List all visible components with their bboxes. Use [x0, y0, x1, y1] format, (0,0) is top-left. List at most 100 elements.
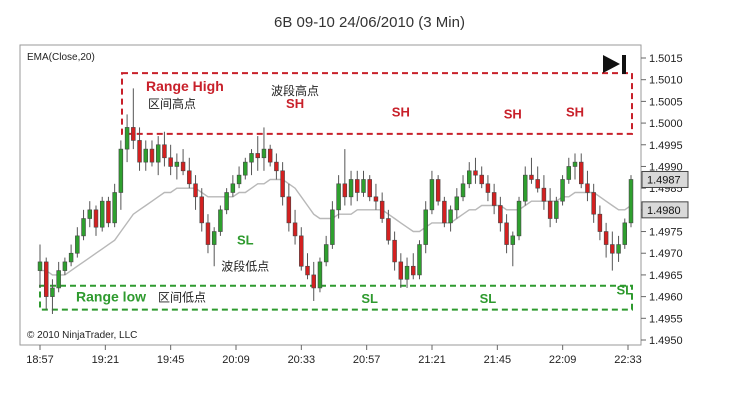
ema-line — [40, 178, 632, 276]
swing-high-label: SH — [504, 107, 522, 122]
y-tick-label: 1.5000 — [649, 118, 683, 130]
candle — [68, 244, 74, 267]
candle — [523, 166, 528, 206]
candle — [168, 144, 173, 176]
candle — [118, 140, 124, 210]
candle-body — [280, 170, 285, 198]
candle — [572, 153, 578, 180]
candle-body — [622, 222, 628, 245]
candle-body — [554, 200, 559, 219]
swing-low-label: SL — [480, 291, 497, 306]
range-high-label: Range High — [146, 78, 224, 94]
candle — [236, 166, 242, 189]
candle-body — [168, 157, 173, 167]
candle — [143, 140, 148, 171]
candle — [516, 196, 522, 241]
price-marker-box — [641, 201, 689, 219]
candle-body — [498, 205, 503, 224]
candle — [336, 175, 341, 219]
x-tick-label: 22:33 — [614, 354, 642, 366]
candle — [392, 231, 397, 271]
candle — [280, 162, 285, 206]
candle — [498, 196, 503, 232]
candle-body — [87, 209, 92, 219]
candle — [56, 261, 61, 293]
y-tick-label: 1.4965 — [649, 270, 683, 282]
x-tick-label: 21:21 — [418, 354, 446, 366]
candle-body — [386, 218, 391, 241]
candle-body — [467, 170, 472, 185]
candle — [348, 170, 354, 206]
x-tick-label: 20:09 — [222, 354, 250, 366]
y-tick-label: 1.4990 — [649, 161, 683, 173]
candle-body — [274, 161, 279, 172]
candle — [616, 235, 621, 262]
price-marker: 1.4980 — [641, 201, 689, 219]
candle — [193, 175, 198, 210]
candle — [50, 279, 55, 314]
candle-body — [330, 209, 335, 245]
candle-body — [510, 235, 516, 245]
candle — [155, 136, 161, 176]
candle — [460, 175, 466, 202]
candle-body — [149, 148, 155, 163]
candle-body — [535, 179, 540, 189]
y-tick-label: 1.4970 — [649, 248, 683, 260]
candle — [323, 235, 329, 267]
candle — [93, 205, 99, 236]
candle — [535, 166, 540, 193]
candle-body — [317, 261, 323, 289]
candle — [62, 257, 68, 275]
candle-body — [392, 239, 397, 263]
candle-body — [361, 179, 366, 193]
candle-body — [541, 187, 547, 202]
candle — [448, 205, 453, 232]
candle — [311, 261, 316, 301]
candle — [504, 214, 509, 254]
candle — [174, 153, 180, 180]
plot-frame — [19, 44, 642, 346]
candle-body — [155, 144, 161, 163]
y-tick-label: 1.4955 — [649, 313, 683, 325]
candle-body — [75, 235, 80, 254]
candle — [218, 205, 223, 236]
candle-body — [43, 261, 49, 297]
candle-body — [230, 183, 236, 193]
candle-body — [305, 265, 310, 276]
candle — [81, 209, 86, 241]
range-high-sublabel: 区间高点 — [148, 96, 196, 111]
candle — [224, 188, 229, 215]
candle — [274, 153, 279, 180]
candle — [230, 175, 236, 197]
candle-body — [597, 213, 603, 232]
candle-body — [560, 179, 565, 202]
go-to-end-icon[interactable] — [603, 55, 626, 74]
candle — [75, 227, 80, 258]
candle-body — [379, 200, 385, 219]
candle — [149, 140, 155, 167]
candle-body — [112, 192, 117, 224]
candle-body — [180, 161, 186, 172]
candle-body — [454, 196, 460, 211]
candle — [454, 188, 460, 219]
candle — [373, 183, 379, 210]
candle-body — [479, 174, 484, 185]
candle-body — [566, 166, 572, 180]
range-low-label: Range low — [76, 289, 146, 305]
candle-body — [628, 179, 634, 224]
swing-low-label: SL — [361, 291, 378, 306]
candle — [467, 162, 472, 189]
candle — [417, 240, 422, 280]
candle — [591, 183, 596, 223]
candle — [37, 244, 43, 288]
candle-body — [348, 179, 354, 198]
candle — [292, 209, 298, 245]
candle-body — [442, 200, 447, 224]
y-tick-label: 1.4995 — [649, 140, 683, 152]
candle-body — [187, 170, 192, 185]
x-tick-label: 22:09 — [549, 354, 577, 366]
candle — [87, 201, 92, 228]
candle-body — [311, 274, 316, 289]
candle-body — [236, 174, 242, 185]
candle-body — [591, 192, 596, 215]
